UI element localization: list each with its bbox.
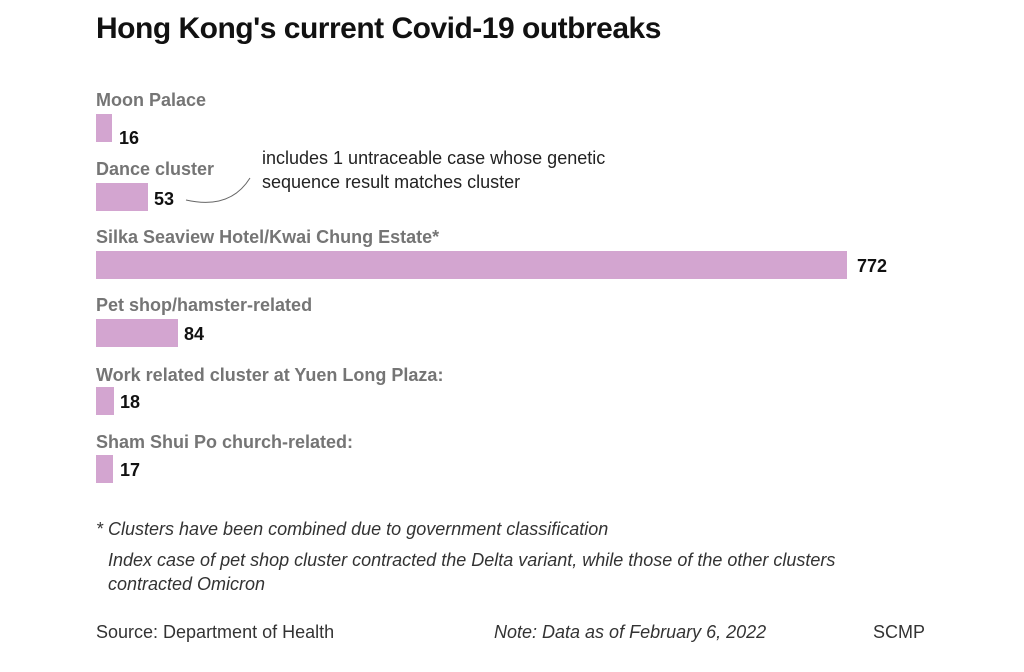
footnote-asterisk: * Clusters have been combined due to gov… [96, 519, 609, 539]
row-label-sham-shui-po: Sham Shui Po church-related: [96, 432, 354, 452]
value-yuen-long-plaza: 18 [120, 392, 141, 412]
value-silka-seaview: 772 [857, 256, 888, 276]
row-label-silka-seaview: Silka Seaview Hotel/Kwai Chung Estate* [96, 227, 440, 247]
row-label-moon-palace: Moon Palace [96, 90, 207, 110]
row-label-pet-shop: Pet shop/hamster-related [96, 295, 313, 315]
data-note: Note: Data as of February 6, 2022 [494, 622, 767, 642]
value-pet-shop: 84 [184, 324, 205, 344]
bar-silka-seaview [96, 251, 847, 279]
value-moon-palace: 16 [119, 128, 140, 148]
bar-dance-cluster [96, 183, 148, 211]
brand-credit: SCMP [873, 622, 926, 642]
bar-pet-shop [96, 319, 178, 347]
value-sham-shui-po: 17 [120, 460, 141, 480]
value-dance-cluster: 53 [154, 189, 175, 209]
row-label-yuen-long-plaza: Work related cluster at Yuen Long Plaza: [96, 365, 444, 385]
bar-moon-palace [96, 114, 112, 142]
row-label-dance-cluster: Dance cluster [96, 159, 215, 179]
footnote-variant: Index case of pet shop cluster contracte… [108, 550, 836, 594]
annotation-dance-cluster: includes 1 untraceable case whose geneti… [262, 148, 606, 192]
source-text: Source: Department of Health [96, 622, 335, 642]
bar-sham-shui-po [96, 455, 113, 483]
chart-title: Hong Kong's current Covid-19 outbreaks [96, 12, 661, 45]
bar-yuen-long-plaza [96, 387, 114, 415]
